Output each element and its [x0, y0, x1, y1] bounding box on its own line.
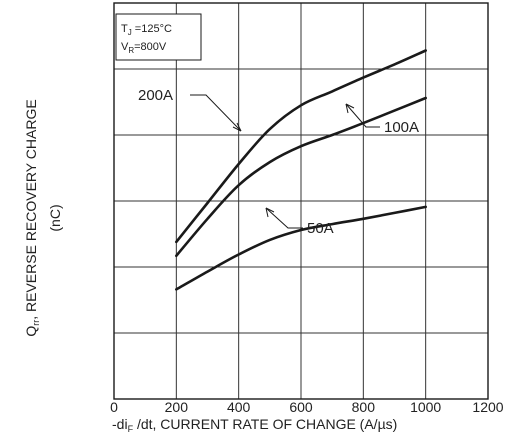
- y-axis-label: Qrr, REVERSE RECOVERY CHARGE: [23, 99, 41, 336]
- label-200a: 200A: [138, 87, 173, 104]
- x-tick-label: 800: [352, 399, 376, 415]
- series-line-50a: [175, 205, 427, 291]
- x-tick-label: 200: [165, 399, 189, 415]
- series-line-100a: [175, 96, 427, 258]
- conditions-box: TJ =125°C VR=800V: [115, 13, 202, 61]
- arrow-100a: [345, 103, 355, 114]
- arrow-200a: [232, 122, 242, 132]
- x-tick-labels: 0 200 400 600 800 1000 1200: [110, 399, 504, 415]
- plot-frame: [113, 2, 489, 400]
- grid: [114, 3, 488, 399]
- arrow-50a: [265, 207, 275, 218]
- x-tick-label: 600: [289, 399, 313, 415]
- x-tick-label: 400: [227, 399, 251, 415]
- x-tick-label: 0: [110, 399, 118, 415]
- x-tick-label: 1200: [472, 399, 503, 415]
- leader-200a: [190, 94, 242, 132]
- label-50a: 50A: [307, 220, 334, 237]
- leader-50a: [265, 207, 303, 229]
- vr-condition: VR=800V: [121, 41, 167, 55]
- x-tick-label: 1000: [410, 399, 441, 415]
- x-axis-label: -diF /dt, CURRENT RATE OF CHANGE (A/µs): [112, 416, 397, 434]
- series-line-200a: [175, 49, 427, 244]
- curves: [175, 49, 427, 291]
- tj-condition: TJ =125°C: [121, 23, 172, 37]
- y-axis-unit: (nC): [47, 204, 63, 231]
- label-100a: 100A: [384, 119, 419, 136]
- leader-100a: [345, 103, 380, 128]
